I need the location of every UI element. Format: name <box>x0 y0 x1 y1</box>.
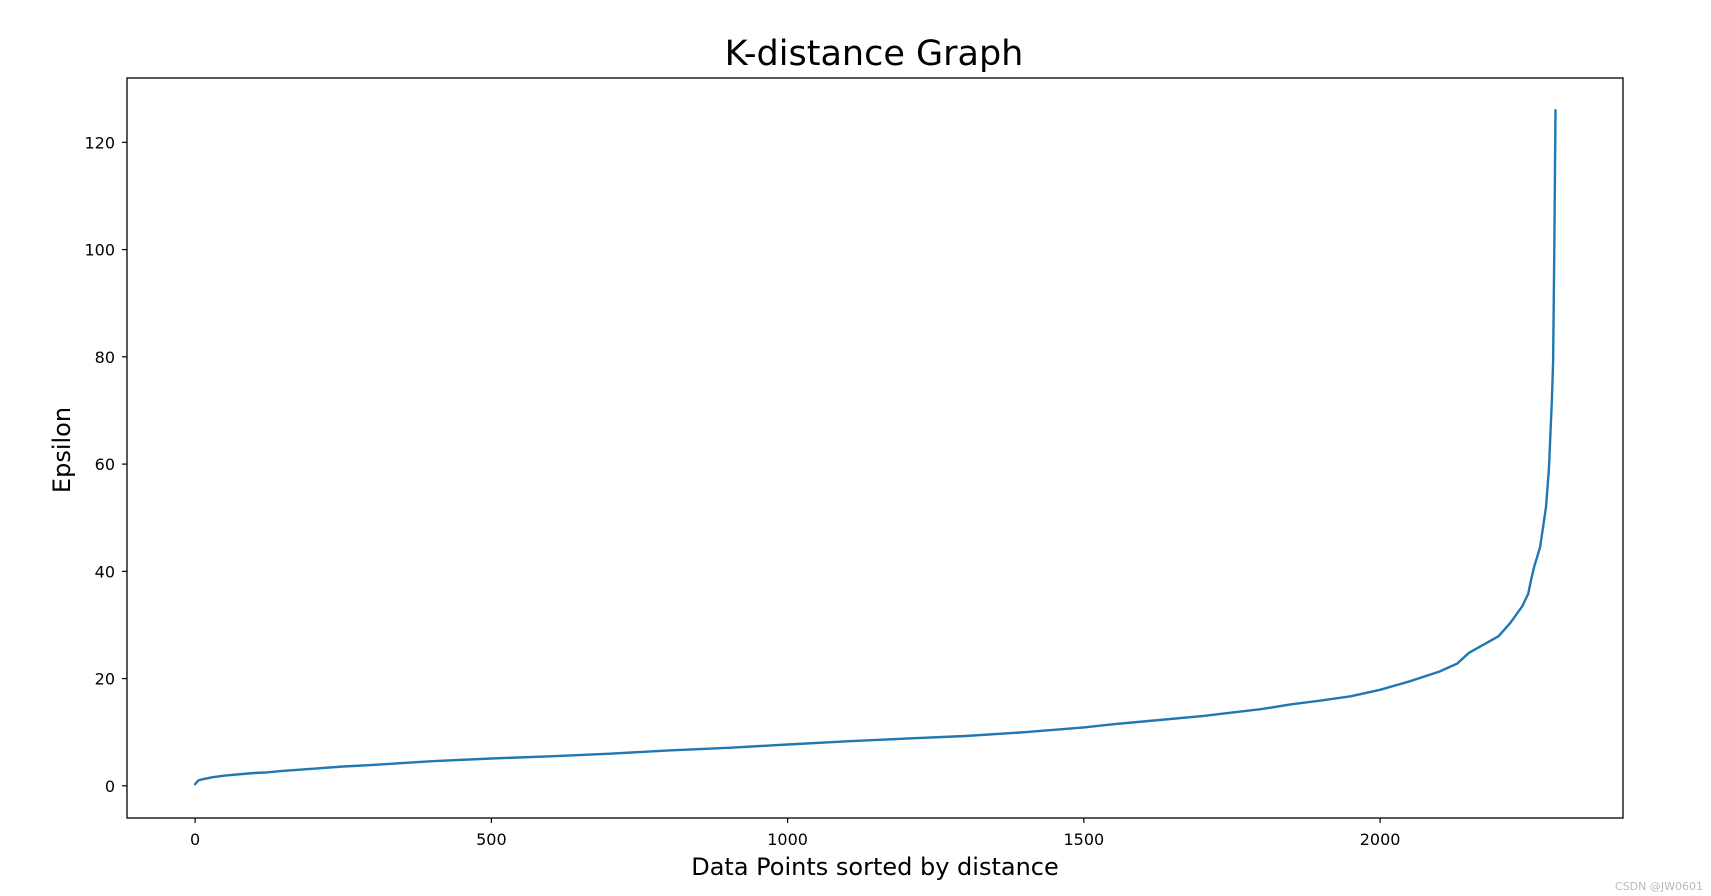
plot-area-frame <box>126 77 1624 819</box>
x-axis-label: Data Points sorted by distance <box>691 853 1059 881</box>
y-tick-label: 20 <box>95 670 115 689</box>
series-group <box>193 108 1557 786</box>
x-tick-label: 0 <box>190 830 200 849</box>
y-tick-label: 0 <box>105 777 115 796</box>
axis-ticks: 0 500 1000 1500 2000 0 20 40 60 80 100 120 <box>84 133 1400 849</box>
y-axis-label: Epsilon <box>48 407 76 493</box>
x-tick-label: 500 <box>476 830 507 849</box>
x-tick-label: 2000 <box>1360 830 1401 849</box>
y-tick-label: 100 <box>84 241 115 260</box>
k-distance-line <box>193 108 1557 786</box>
chart-title: K-distance Graph <box>725 34 1024 74</box>
x-tick-label: 1500 <box>1063 830 1104 849</box>
watermark: CSDN @JW0601 <box>1615 880 1703 893</box>
y-tick-label: 80 <box>95 348 115 367</box>
y-tick-label: 120 <box>84 133 115 152</box>
y-tick-label: 60 <box>95 455 115 474</box>
y-tick-label: 40 <box>95 562 115 581</box>
x-tick-label: 1000 <box>767 830 808 849</box>
